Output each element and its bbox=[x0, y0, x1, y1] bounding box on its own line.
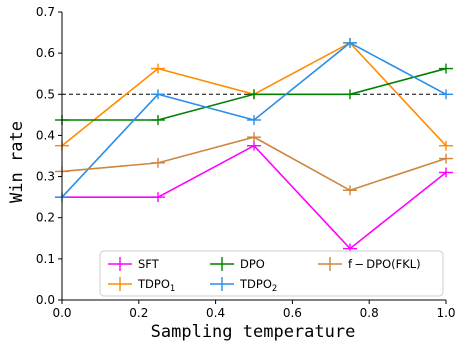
legend-label-text: DPO bbox=[240, 257, 265, 271]
legend-label-tdpo2: TDPO2 bbox=[239, 277, 277, 294]
x-tick-label: 0.4 bbox=[206, 306, 225, 320]
legend-label-text: SFT bbox=[138, 257, 160, 271]
legend-label-subscript: 1 bbox=[170, 284, 175, 294]
x-tick-label: 0.6 bbox=[283, 306, 302, 320]
legend-label-subscript: 2 bbox=[272, 284, 277, 294]
legend-label-tdpo1: TDPO1 bbox=[137, 277, 175, 294]
legend-label-text: f − DPO(FKL) bbox=[348, 257, 421, 271]
legend-label-f-dpo-fkl: f − DPO(FKL) bbox=[348, 257, 421, 271]
y-tick-label: 0.3 bbox=[36, 170, 55, 184]
y-tick-label: 0.5 bbox=[36, 87, 55, 101]
x-axis-title: Sampling temperature bbox=[151, 322, 356, 342]
legend-label-dpo: DPO bbox=[240, 257, 265, 271]
y-tick-label: 0.2 bbox=[36, 211, 55, 225]
legend-box bbox=[99, 250, 444, 297]
x-tick-label: 1.0 bbox=[436, 306, 455, 320]
y-tick-label: 0.0 bbox=[36, 293, 55, 307]
y-axis-title: Win rate bbox=[7, 121, 27, 203]
x-tick-label: 0.0 bbox=[52, 306, 71, 320]
y-tick-label: 0.4 bbox=[36, 128, 55, 142]
x-tick-label: 0.2 bbox=[129, 306, 148, 320]
legend-label-text: TDPO bbox=[137, 277, 170, 291]
x-tick-label: 0.8 bbox=[360, 306, 379, 320]
y-tick-label: 0.7 bbox=[36, 5, 55, 19]
series-line-sft bbox=[62, 144, 447, 250]
y-tick-label: 0.1 bbox=[36, 252, 55, 266]
y-tick-label: 0.6 bbox=[36, 46, 55, 60]
legend-label-text: TDPO bbox=[239, 277, 272, 291]
legend-label-sft: SFT bbox=[138, 257, 160, 271]
